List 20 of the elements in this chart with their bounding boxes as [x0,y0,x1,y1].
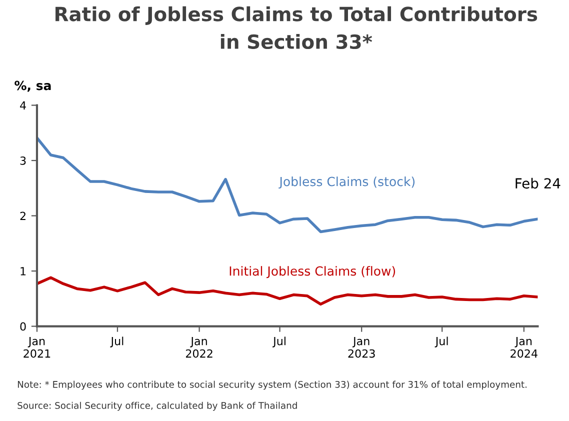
x-tick-label: Jan 2024 [510,337,538,358]
text: Jobless Claims (stock) [278,176,415,189]
x-tick-label: Jul [434,336,448,348]
annotation: Feb 24 [516,178,560,189]
series-label: Initial Jobless Claims (flow) [230,266,396,278]
text: Note: * Employees who contribute to social security system (Section 33) account for 31% of total employment. [18,380,526,390]
chart-title: Ratio of Jobless Claims to Total Contributors in Section 33* [56,6,538,50]
x-tick-label: Jul [110,336,124,348]
x-tick-label: Jan 2022 [186,337,212,358]
y-tick-label: 3 [20,156,26,165]
y-tick-label: 1 [20,267,26,276]
source-note: Source: Social Security office, calculated by Bank of Thailand [18,402,297,411]
y-axis-title: %, sa [14,80,51,92]
y-tick-label: 0 [20,322,26,331]
line-series [36,136,538,234]
y-tick-label: 4 [20,101,26,110]
x-tick-label: Jan 2021 [24,337,50,358]
x-tick-label: Jul [272,336,286,348]
y-tick-label: 2 [20,212,26,220]
x-tick-label: Jan 2023 [348,337,375,358]
